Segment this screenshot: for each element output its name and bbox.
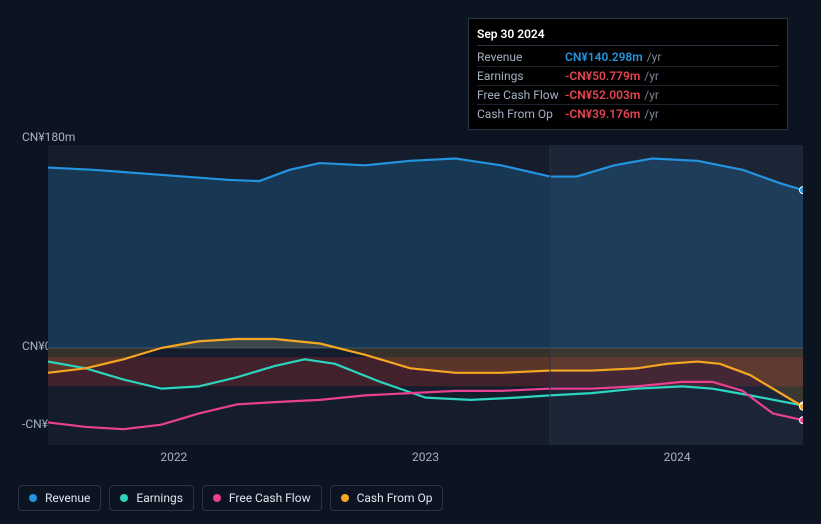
legend-dot <box>341 494 349 502</box>
legend-item-revenue[interactable]: Revenue <box>18 485 101 511</box>
x-axis-tick: 2024 <box>664 450 691 464</box>
tooltip-date: Sep 30 2024 <box>477 25 779 46</box>
x-axis: 2022 2023 2024 <box>48 450 803 464</box>
tooltip-metric-label: Revenue <box>477 50 565 64</box>
tooltip-metric-value: -CN¥50.779m <box>565 69 640 83</box>
legend-dot <box>120 494 128 502</box>
legend-label: Cash From Op <box>357 491 433 505</box>
tooltip-metric-label: Cash From Op <box>477 107 565 121</box>
legend-dot <box>213 494 221 502</box>
legend-item-cash-from-op[interactable]: Cash From Op <box>330 485 444 511</box>
legend-label: Revenue <box>45 491 90 505</box>
legend-label: Free Cash Flow <box>229 491 311 505</box>
tooltip-metric-value: -CN¥52.003m <box>565 88 640 102</box>
tooltip-unit: /yr <box>644 69 659 83</box>
legend-item-earnings[interactable]: Earnings <box>109 485 194 511</box>
y-axis-tick: CN¥0 <box>22 339 51 353</box>
tooltip-metric-value: CN¥140.298m <box>565 50 643 64</box>
legend-label: Earnings <box>136 491 183 505</box>
tooltip-row: Free Cash Flow-CN¥52.003m/yr <box>477 86 779 105</box>
legend-dot <box>29 494 37 502</box>
legend: Revenue Earnings Free Cash Flow Cash From O… <box>18 485 443 511</box>
tooltip-unit: /yr <box>644 88 659 102</box>
tooltip-row: Cash From Op-CN¥39.176m/yr <box>477 105 779 123</box>
data-tooltip: Sep 30 2024 RevenueCN¥140.298m/yrEarning… <box>468 18 788 130</box>
y-axis-tick: CN¥180m <box>22 130 75 144</box>
tooltip-unit: /yr <box>647 50 662 64</box>
tooltip-unit: /yr <box>644 107 659 121</box>
x-axis-tick: 2022 <box>160 450 187 464</box>
financials-chart <box>48 145 803 445</box>
x-axis-tick: 2023 <box>412 450 439 464</box>
tooltip-metric-value: -CN¥39.176m <box>565 107 640 121</box>
tooltip-metric-label: Earnings <box>477 69 565 83</box>
legend-item-free-cash-flow[interactable]: Free Cash Flow <box>202 485 322 511</box>
tooltip-row: RevenueCN¥140.298m/yr <box>477 48 779 67</box>
tooltip-row: Earnings-CN¥50.779m/yr <box>477 67 779 86</box>
tooltip-metric-label: Free Cash Flow <box>477 88 565 102</box>
